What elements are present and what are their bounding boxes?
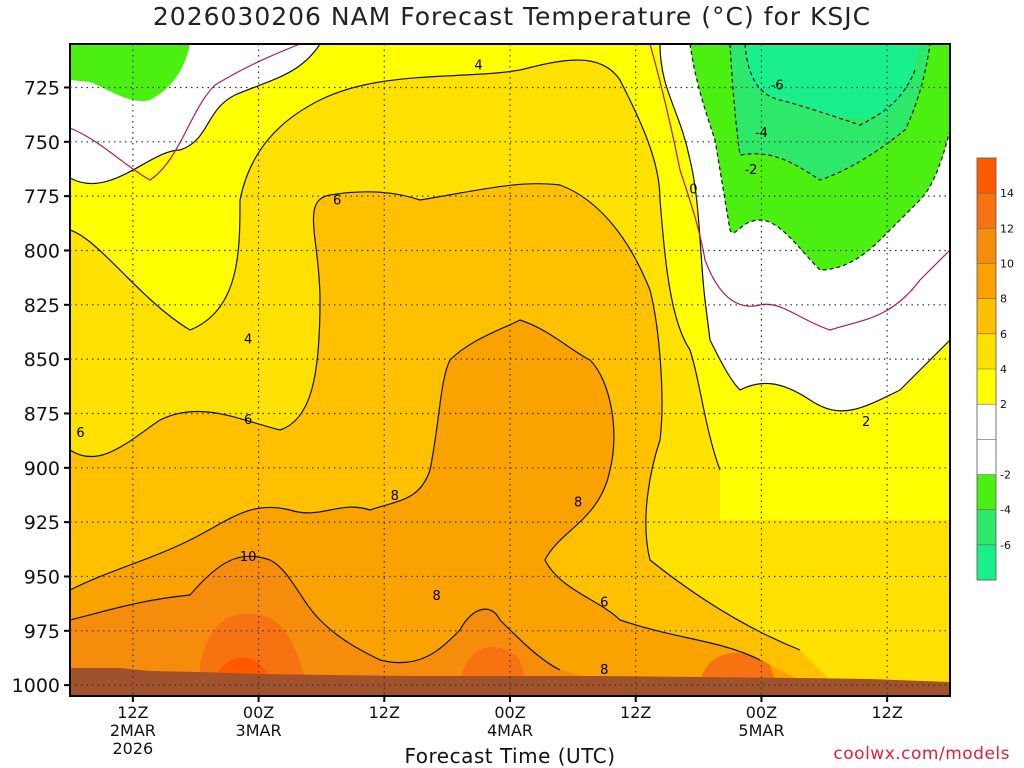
x-tick-label: 00Z	[494, 703, 525, 722]
colorbar-segment	[977, 228, 996, 264]
contour-label: 6	[600, 596, 608, 611]
colorbar-segment	[977, 439, 996, 475]
y-tick-label: 950	[24, 566, 60, 588]
contour-minus6	[744, 44, 916, 126]
contour-labels: 4 -6 -4 -2 0 6 4 6 2 6 8 8 10 8 6 8	[76, 59, 870, 678]
contour-10	[70, 555, 561, 671]
x-tick-label: 12Z	[871, 703, 902, 722]
contour-label: 8	[600, 663, 608, 678]
contour-label: 4	[474, 59, 482, 74]
contour-6	[70, 183, 801, 651]
x-tick-label: 5MAR	[738, 721, 784, 740]
y-tick-label: 750	[24, 132, 60, 154]
y-tick-label: 825	[24, 295, 60, 317]
band-12-14	[200, 613, 780, 696]
colorbar-tick-label: 12	[1000, 222, 1014, 235]
y-tick-label: 850	[24, 349, 60, 371]
contour-label: -2	[744, 163, 757, 178]
y-tick-label: 925	[24, 512, 60, 534]
x-tick-label: 12Z	[117, 703, 148, 722]
colorbar-tick-label: 6	[1000, 328, 1007, 341]
y-tick-label: 725	[24, 77, 60, 99]
colorbar-segment	[977, 193, 996, 229]
x-tick-label: 3MAR	[236, 721, 282, 740]
grid	[70, 44, 950, 696]
x-tick-label: 12Z	[369, 703, 400, 722]
contour-8	[70, 319, 761, 661]
x-tick-label: 2026	[112, 739, 153, 758]
contour-label: 0	[689, 183, 697, 198]
axes: 725 750 775 800 825 850 875 900 925 950 975 1000 12Z…	[12, 77, 903, 758]
x-axis-label: Forecast Time (UTC)	[404, 744, 616, 768]
colorbar-segment	[977, 404, 996, 440]
colorbar-tick-label: -6	[1000, 539, 1011, 552]
colorbar-tick-label: 10	[1000, 258, 1014, 271]
contour-label: 4	[244, 333, 252, 348]
colorbar-segment	[977, 298, 996, 334]
colorbar-segment	[977, 263, 996, 299]
contour-label: 10	[240, 550, 257, 565]
colorbar-segment	[977, 369, 996, 405]
chart-title: 2026030206 NAM Forecast Temperature (°C)…	[152, 2, 872, 31]
contour-2	[70, 44, 950, 412]
colorbar-tick-label: 14	[1000, 187, 1014, 200]
colorbar-tick-label: 8	[1000, 293, 1007, 306]
contour-label: 6	[333, 193, 341, 208]
y-tick-label: 800	[24, 240, 60, 262]
contour-minus2	[689, 44, 950, 271]
x-tick-label: 12Z	[620, 703, 651, 722]
band-cold-pocket-left	[70, 44, 190, 101]
y-tick-label: 975	[24, 621, 60, 643]
contour-label: -6	[771, 78, 784, 93]
contour-label: 2	[862, 415, 870, 430]
y-tick-label: 875	[24, 403, 60, 425]
colorbar-tick-label: -2	[1000, 469, 1011, 482]
contour-minus4	[729, 44, 931, 181]
colorbar-tick-label: 4	[1000, 363, 1007, 376]
colorbar-segment	[977, 474, 996, 510]
contour-label: 8	[433, 589, 441, 604]
contour-label: 6	[244, 413, 252, 428]
contour-4	[70, 59, 721, 471]
contour-label: 6	[76, 426, 84, 441]
y-tick-label: 1000	[12, 675, 60, 697]
x-tick-label: 00Z	[243, 703, 274, 722]
contour-label: -4	[755, 126, 768, 141]
colorbar-segment	[977, 544, 996, 580]
contour-lines	[70, 44, 950, 671]
colorbar-tick-label: 2	[1000, 398, 1007, 411]
x-tick-label: 4MAR	[487, 721, 533, 740]
credit-link[interactable]: coolwx.com/models	[833, 744, 1010, 764]
colorbar: 14 12 10 8 6 4 2 -2 -4 -6	[976, 157, 1014, 581]
y-tick-label: 900	[24, 458, 60, 480]
y-tick-label: 775	[24, 186, 60, 208]
colorbar-tick-label: -4	[1000, 504, 1011, 517]
colorbar-segment	[977, 509, 996, 545]
contour-label: 8	[391, 489, 399, 504]
x-tick-label: 00Z	[746, 703, 777, 722]
x-tick-label: 2MAR	[110, 721, 156, 740]
band-minus6-minus4	[745, 44, 920, 118]
colorbar-segment	[977, 158, 996, 194]
colorbar-segment	[977, 333, 996, 369]
contour-0	[70, 44, 950, 331]
contour-label: 8	[574, 496, 582, 511]
